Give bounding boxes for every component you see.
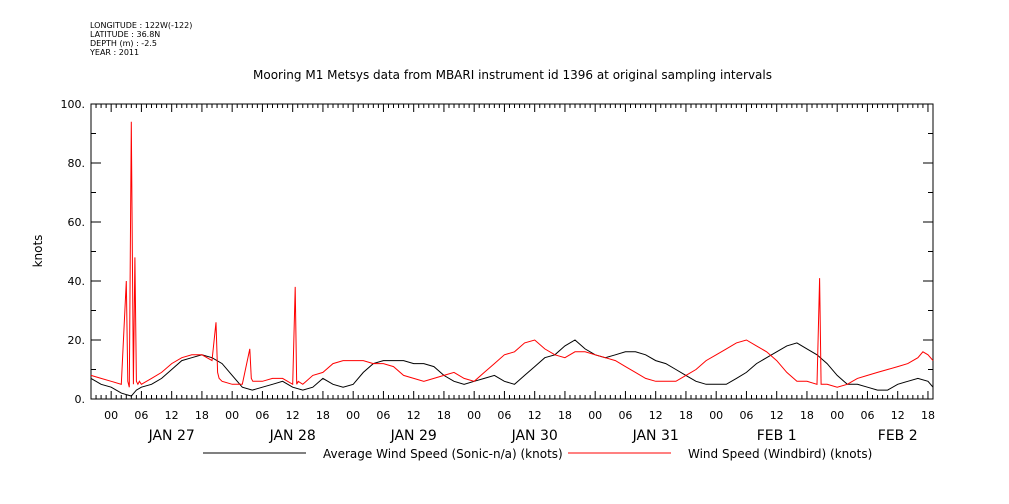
x-tick-label: 06 [739, 409, 753, 422]
y-tick-label: 20. [68, 334, 86, 347]
series-line-windbird-wind-speed [90, 121, 934, 388]
legend-label-average: Average Wind Speed (Sonic-n/a) (knots) [323, 447, 563, 461]
x-tick-label: 06 [376, 409, 390, 422]
x-tick-label: 18 [195, 409, 209, 422]
y-tick-labels: 0. 20. 40. 60. 80. 100. [61, 98, 86, 406]
metadata-longitude: LONGITUDE : 122W(-122) [90, 21, 193, 30]
y-axis-label: knots [31, 235, 45, 268]
metadata-latitude: LATITUDE : 36.8N [90, 30, 161, 39]
x-tick-label: 00 [467, 409, 481, 422]
x-tick-label: 12 [286, 409, 300, 422]
x-tick-label: 18 [437, 409, 451, 422]
x-day-label: FEB 2 [878, 428, 918, 444]
x-tick-label: 00 [346, 409, 360, 422]
y-tick-label: 40. [68, 275, 86, 288]
y-tick-label: 100. [61, 98, 86, 111]
x-tick-label: 06 [618, 409, 632, 422]
y-tick-label: 60. [68, 216, 86, 229]
x-tick-label: 18 [558, 409, 572, 422]
legend: Average Wind Speed (Sonic-n/a) (knots) W… [203, 447, 872, 461]
x-day-label: JAN 28 [269, 428, 316, 444]
x-tick-label: 18 [800, 409, 814, 422]
x-tick-labels: 00 06 12 18 00 06 12 18 00 06 12 18 00 06 12 18 00 06 12 18… [104, 409, 935, 444]
x-tick-label: 18 [679, 409, 693, 422]
x-tick-label: 00 [225, 409, 239, 422]
x-tick-label: 06 [497, 409, 511, 422]
x-tick-label: 06 [255, 409, 269, 422]
x-day-label: JAN 29 [390, 428, 437, 444]
x-tick-label: 00 [709, 409, 723, 422]
x-tick-label: 12 [407, 409, 421, 422]
x-day-label: JAN 31 [632, 428, 679, 444]
chart-title: Mooring M1 Metsys data from MBARI instru… [253, 68, 772, 82]
series-line-average-wind-speed [90, 339, 934, 397]
x-day-label: JAN 30 [511, 428, 558, 444]
axis-ticks [90, 103, 934, 400]
x-tick-label: 06 [134, 409, 148, 422]
metadata-depth: DEPTH (m) : -2.5 [90, 39, 157, 48]
y-tick-label: 80. [68, 157, 86, 170]
y-tick-label: 0. [75, 393, 86, 406]
x-tick-label: 12 [891, 409, 905, 422]
x-tick-label: 12 [528, 409, 542, 422]
metadata-year: YEAR : 2011 [90, 48, 140, 57]
x-day-label: FEB 1 [757, 428, 797, 444]
x-tick-label: 12 [165, 409, 179, 422]
legend-label-windbird: Wind Speed (Windbird) (knots) [688, 447, 872, 461]
x-tick-label: 18 [921, 409, 935, 422]
x-tick-label: 06 [860, 409, 874, 422]
x-tick-label: 00 [588, 409, 602, 422]
x-tick-label: 12 [770, 409, 784, 422]
x-tick-label: 00 [830, 409, 844, 422]
x-day-label: JAN 27 [148, 428, 195, 444]
metadata-block: LONGITUDE : 122W(-122) LATITUDE : 36.8N … [90, 21, 192, 57]
x-tick-label: 00 [104, 409, 118, 422]
x-tick-label: 12 [649, 409, 663, 422]
series-lines [90, 121, 934, 397]
x-tick-label: 18 [316, 409, 330, 422]
